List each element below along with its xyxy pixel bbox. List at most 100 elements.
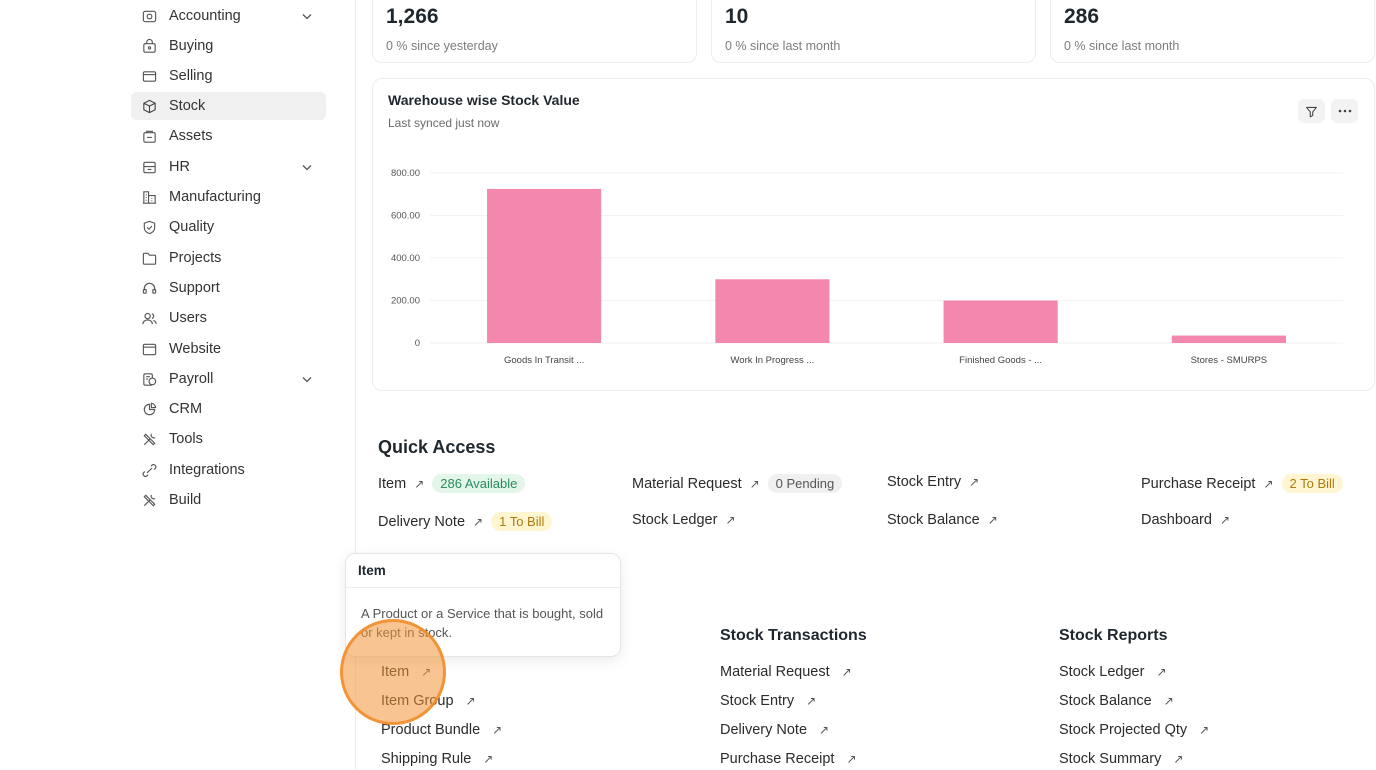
- sidebar-item-label: Integrations: [169, 462, 245, 478]
- quick-access-delivery-note[interactable]: Delivery Note ↗ 1 To Bill: [378, 512, 553, 531]
- link-product-bundle[interactable]: Product Bundle ↗: [381, 722, 502, 738]
- sidebar-item-tools[interactable]: Tools: [131, 425, 326, 453]
- sidebar-item-projects[interactable]: Projects: [131, 244, 326, 272]
- support-icon: [140, 279, 158, 297]
- sidebar-item-label: Stock: [169, 98, 206, 114]
- link-stock-balance[interactable]: Stock Balance ↗: [1059, 693, 1174, 709]
- link-label: Shipping Rule: [381, 751, 472, 767]
- sidebar-item-integrations[interactable]: Integrations: [131, 456, 326, 484]
- chart-menu-button[interactable]: [1331, 99, 1358, 123]
- chevron-down-icon[interactable]: [300, 160, 314, 174]
- arrow-up-right-icon: ↗: [1219, 513, 1230, 527]
- sidebar-item-website[interactable]: Website: [131, 335, 326, 363]
- quick-access-dashboard[interactable]: Dashboard ↗: [1141, 512, 1230, 528]
- quick-access-title: Quick Access: [378, 437, 496, 457]
- sidebar-item-accounting[interactable]: Accounting: [131, 2, 326, 30]
- sidebar-item-label: Selling: [169, 68, 213, 84]
- sidebar-item-label: Quality: [169, 219, 215, 235]
- users-icon: [140, 309, 158, 327]
- status-badge: 2 To Bill: [1281, 474, 1343, 493]
- y-tick-label: 400.00: [391, 253, 420, 264]
- link-stock-entry[interactable]: Stock Entry ↗: [720, 693, 816, 709]
- sidebar-item-manufacturing[interactable]: Manufacturing: [131, 183, 326, 211]
- crm-icon: [140, 400, 158, 418]
- link-purchase-receipt[interactable]: Purchase Receipt ↗: [720, 751, 857, 767]
- bar[interactable]: [1171, 335, 1286, 343]
- sidebar-item-label: Support: [169, 280, 220, 296]
- quick-access-stock-ledger[interactable]: Stock Ledger ↗: [632, 512, 736, 528]
- x-tick-label: Work In Progress ...: [730, 355, 814, 366]
- link-label: Product Bundle: [381, 722, 481, 738]
- link-stock-projected-qty[interactable]: Stock Projected Qty ↗: [1059, 722, 1209, 738]
- chevron-down-icon[interactable]: [300, 9, 314, 23]
- link-stock-summary[interactable]: Stock Summary ↗: [1059, 751, 1183, 767]
- link-material-request[interactable]: Material Request ↗: [720, 664, 852, 680]
- quick-access-stock-balance[interactable]: Stock Balance ↗: [887, 512, 998, 528]
- quick-access-material-request[interactable]: Material Request ↗ 0 Pending: [632, 474, 843, 493]
- buying-icon: [140, 37, 158, 55]
- arrow-up-right-icon: ↗: [1263, 476, 1274, 491]
- x-tick-label: Stores - SMURPS: [1191, 355, 1268, 366]
- sidebar-item-buying[interactable]: Buying: [131, 32, 326, 60]
- sidebar-item-label: Tools: [169, 431, 203, 447]
- stat-change: 0 % since last month: [1064, 39, 1180, 53]
- quick-access-label: Stock Ledger: [632, 512, 718, 528]
- bar[interactable]: [943, 300, 1058, 344]
- sidebar-item-label: Users: [169, 310, 207, 326]
- quick-access-stock-entry[interactable]: Stock Entry ↗: [887, 474, 979, 490]
- tooltip-divider: [346, 587, 620, 588]
- arrow-up-right-icon: ↗: [492, 723, 503, 737]
- link-label: Purchase Receipt: [720, 751, 835, 767]
- quick-access-item[interactable]: Item ↗ 286 Available: [378, 474, 526, 493]
- chart-title: Warehouse wise Stock Value: [388, 92, 580, 108]
- payroll-icon: [140, 370, 158, 388]
- selling-icon: [140, 67, 158, 85]
- sidebar-item-payroll[interactable]: Payroll: [131, 365, 326, 393]
- x-tick-label: Finished Goods - ...: [959, 355, 1042, 366]
- tools-icon: [140, 430, 158, 448]
- quick-access-purchase-receipt[interactable]: Purchase Receipt ↗ 2 To Bill: [1141, 474, 1343, 493]
- link-label: Stock Balance: [1059, 693, 1152, 709]
- sidebar-item-label: Manufacturing: [169, 189, 261, 205]
- stat-change: 0 % since yesterday: [386, 39, 498, 53]
- bar[interactable]: [487, 188, 602, 343]
- sidebar-item-hr[interactable]: HR: [131, 153, 326, 181]
- arrow-up-right-icon: ↗: [969, 475, 980, 489]
- filter-icon: [1306, 106, 1317, 117]
- quick-access-label: Item: [378, 475, 407, 492]
- stock-reports-title: Stock Reports: [1059, 627, 1168, 644]
- chart-filter-button[interactable]: [1298, 99, 1325, 123]
- sidebar-item-label: Accounting: [169, 8, 241, 24]
- arrow-up-right-icon: ↗: [473, 514, 484, 529]
- sidebar-item-crm[interactable]: CRM: [131, 395, 326, 423]
- sidebar-item-users[interactable]: Users: [131, 304, 326, 332]
- status-badge: 1 To Bill: [491, 512, 553, 531]
- arrow-up-right-icon: ↗: [819, 723, 830, 737]
- link-stock-ledger[interactable]: Stock Ledger ↗: [1059, 664, 1167, 680]
- sidebar-item-label: Assets: [169, 128, 213, 144]
- stat-value: 286: [1064, 5, 1100, 28]
- integrations-icon: [140, 461, 158, 479]
- build-icon: [140, 491, 158, 509]
- bar[interactable]: [715, 279, 830, 343]
- quick-access-label: Dashboard: [1141, 512, 1212, 528]
- quick-access-label: Delivery Note: [378, 513, 466, 530]
- sidebar-item-build[interactable]: Build: [131, 486, 326, 514]
- sidebar-item-assets[interactable]: Assets: [131, 122, 326, 150]
- sidebar-item-label: CRM: [169, 401, 203, 417]
- chevron-down-icon[interactable]: [300, 372, 314, 386]
- sidebar-item-label: Projects: [169, 250, 222, 266]
- sidebar-item-support[interactable]: Support: [131, 274, 326, 302]
- sidebar: Accounting Buying Selling Stock Assets HR Manu…: [0, 0, 356, 770]
- sidebar-item-stock[interactable]: Stock: [131, 92, 326, 120]
- arrow-up-right-icon: ↗: [846, 752, 857, 766]
- arrow-up-right-icon: ↗: [1173, 752, 1184, 766]
- link-shipping-rule[interactable]: Shipping Rule ↗: [381, 751, 493, 767]
- link-label: Stock Ledger: [1059, 664, 1145, 680]
- item-tooltip: Item A Product or a Service that is boug…: [345, 553, 621, 657]
- link-delivery-note[interactable]: Delivery Note ↗: [720, 722, 829, 738]
- sidebar-item-label: Buying: [169, 38, 214, 54]
- sidebar-item-quality[interactable]: Quality: [131, 213, 326, 241]
- projects-icon: [140, 249, 158, 267]
- sidebar-item-selling[interactable]: Selling: [131, 62, 326, 90]
